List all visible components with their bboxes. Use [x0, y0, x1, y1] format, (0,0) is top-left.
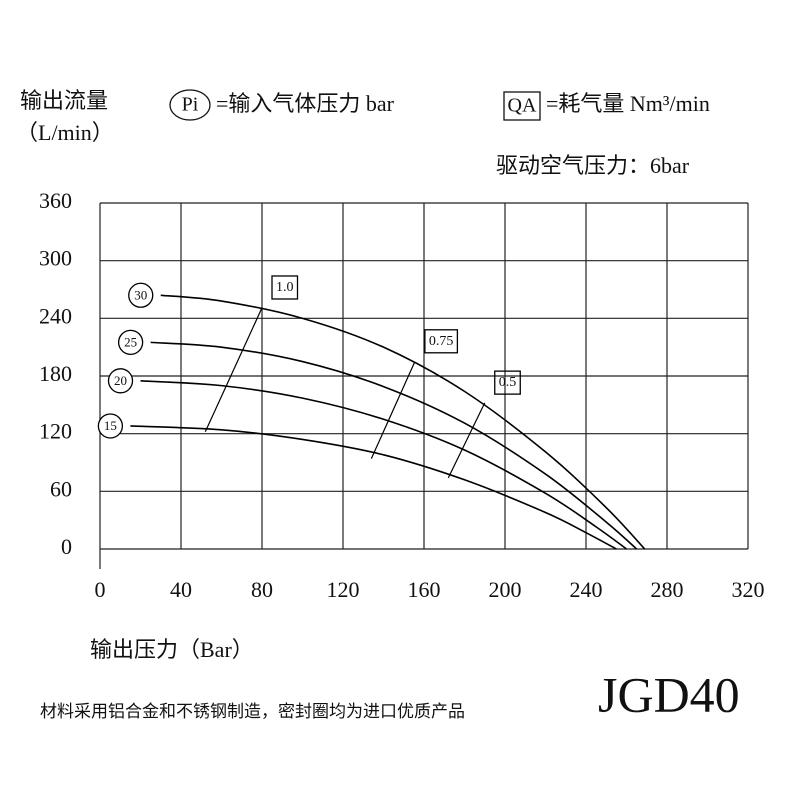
curve-label: 15 — [104, 418, 117, 433]
pressure-curve — [160, 294, 646, 550]
curve-label-frame — [117, 329, 144, 356]
x-tick-label: 160 — [408, 577, 441, 602]
air-consumption-line — [370, 361, 416, 459]
legend-symbol: QA — [508, 95, 537, 117]
y-axis-label: （L/min） — [16, 120, 114, 145]
air-consumption-label-frame — [424, 329, 459, 354]
pressure-curve — [150, 341, 638, 550]
curve-label: 30 — [134, 287, 147, 302]
curve-label: 20 — [114, 373, 127, 388]
legend-symbol-frame — [503, 91, 541, 121]
x-tick-label: 240 — [570, 577, 603, 602]
x-tick-label: 80 — [251, 577, 273, 602]
subtitle: 驱动空气压力：6bar — [496, 153, 690, 178]
legend-symbol: Pi — [182, 94, 199, 116]
y-tick-label: 300 — [39, 246, 72, 271]
legend-text: =耗气量 Nm³/min — [546, 91, 710, 116]
air-consumption-label: 0.75 — [429, 334, 454, 349]
x-tick-label: 320 — [732, 577, 765, 602]
x-tick-label: 280 — [651, 577, 684, 602]
x-tick-label: 120 — [327, 577, 360, 602]
y-axis-label: 输出流量 — [20, 88, 108, 113]
pressure-curve — [130, 425, 617, 550]
legend-symbol-frame — [169, 89, 211, 121]
curve-label-frame — [97, 413, 124, 439]
curve-label: 25 — [124, 334, 137, 349]
curve-label-frame — [107, 368, 134, 394]
air-consumption-label-frame — [271, 275, 299, 300]
x-tick-label: 0 — [95, 577, 106, 602]
pressure-curve — [140, 380, 627, 550]
air-consumption-line — [447, 402, 486, 479]
model-name: JGD40 — [598, 666, 740, 722]
y-tick-label: 120 — [39, 419, 72, 444]
y-tick-label: 180 — [39, 361, 72, 386]
y-tick-label: 60 — [50, 476, 72, 501]
air-consumption-line — [204, 307, 263, 432]
y-tick-label: 360 — [39, 188, 72, 213]
curve-label-frame — [128, 282, 154, 308]
footnote: 材料采用铝合金和不锈钢制造，密封圈均为进口优质产品 — [40, 702, 465, 721]
legend-text: =输入气体压力 bar — [216, 91, 395, 116]
x-axis-label: 输出压力（Bar） — [90, 637, 254, 662]
y-tick-label: 240 — [39, 303, 72, 328]
air-consumption-label: 1.0 — [276, 280, 294, 295]
y-tick-label: 0 — [61, 534, 72, 559]
x-tick-label: 40 — [170, 577, 192, 602]
x-tick-label: 200 — [489, 577, 522, 602]
air-consumption-label-frame — [494, 370, 521, 395]
air-consumption-label: 0.5 — [499, 375, 517, 390]
